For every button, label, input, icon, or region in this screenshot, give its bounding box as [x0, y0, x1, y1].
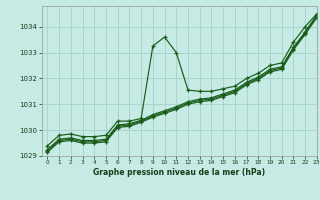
X-axis label: Graphe pression niveau de la mer (hPa): Graphe pression niveau de la mer (hPa)	[93, 168, 265, 177]
